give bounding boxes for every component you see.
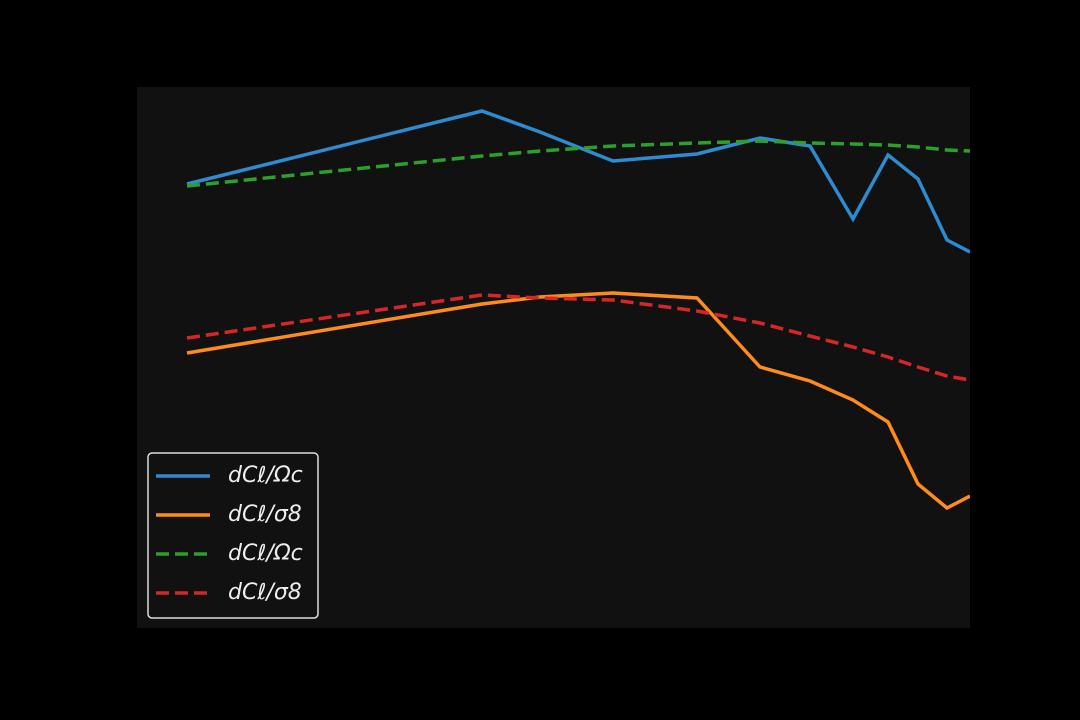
legend-box [147, 452, 319, 619]
series-line [186, 139, 970, 188]
series-line [186, 293, 970, 382]
legend-label: dCℓ/σ8 [228, 502, 302, 527]
legend-label: dCℓ/σ8 [228, 580, 302, 605]
legend-label: dCℓ/Ωc [228, 541, 303, 566]
legend-label: dCℓ/Ωc [228, 463, 303, 488]
